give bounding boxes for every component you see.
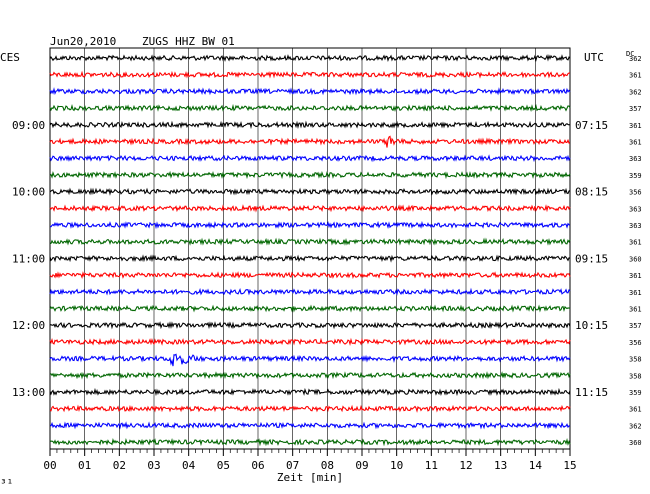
- x-tick-label: 14: [529, 459, 543, 472]
- x-tick-label: 10: [390, 459, 403, 472]
- right-hour-label: 08:15: [575, 186, 608, 199]
- dc-offset-label: 360: [629, 439, 642, 447]
- seismic-trace: [49, 204, 571, 213]
- trace-labels: 09:00 10:00 11:00 12:00 13:00 07:15 08:15 09:15…: [12, 55, 642, 447]
- right-hour-label: 10:15: [575, 319, 608, 332]
- right-hour-label: 07:15: [575, 119, 608, 132]
- left-hour-label: 13:00: [12, 386, 45, 399]
- left-hour-label: 10:00: [12, 186, 45, 199]
- x-axis-title: Zeit [min]: [277, 471, 343, 484]
- x-tick-label: 01: [78, 459, 91, 472]
- x-tick-label: 06: [251, 459, 264, 472]
- right-timezone-label: UTC: [584, 51, 604, 64]
- seismic-trace: [49, 371, 571, 380]
- x-tick-label: 08: [321, 459, 334, 472]
- seismic-trace: [49, 337, 571, 346]
- seismic-trace: [49, 353, 571, 367]
- x-tick-label: 12: [459, 459, 472, 472]
- right-hour-label: 11:15: [575, 386, 608, 399]
- seismic-trace: [49, 120, 571, 130]
- dc-offset-label: 362: [629, 88, 642, 96]
- dc-offset-label: 363: [629, 155, 642, 163]
- left-timezone-label: CES: [0, 51, 20, 64]
- seismic-trace: [49, 87, 571, 96]
- seismic-trace: [49, 135, 571, 148]
- dc-offset-label: 357: [629, 105, 642, 113]
- seismic-trace: [49, 437, 571, 447]
- seismic-trace: [49, 170, 571, 180]
- seismic-trace: [49, 54, 571, 63]
- seismic-trace: [49, 187, 571, 196]
- dc-offset-label: 361: [629, 289, 642, 297]
- dc-offset-label: 359: [629, 172, 642, 180]
- dc-offset-label: 362: [629, 55, 642, 63]
- seismic-trace: [49, 421, 571, 430]
- dc-offset-label: 361: [629, 406, 642, 414]
- chart-date: Jun20,2010: [50, 35, 116, 48]
- seismic-trace: [49, 304, 571, 313]
- seismic-trace: [49, 287, 571, 296]
- seismic-trace: [49, 154, 571, 163]
- dc-offset-label: 361: [629, 239, 642, 247]
- dc-offset-label: 361: [629, 272, 642, 280]
- trace-group: [49, 54, 571, 447]
- x-tick-label: 04: [182, 459, 196, 472]
- x-tick-label: 03: [147, 459, 160, 472]
- x-tick-label: 02: [113, 459, 126, 472]
- seismic-trace: [49, 103, 571, 113]
- dc-offset-label: 360: [629, 255, 642, 263]
- dc-offset-label: 357: [629, 322, 642, 330]
- plot-frame: [49, 47, 571, 450]
- left-hour-label: 12:00: [12, 319, 45, 332]
- dc-offset-label: 361: [629, 122, 642, 130]
- left-hour-label: 09:00: [12, 119, 45, 132]
- x-tick-label: 09: [355, 459, 368, 472]
- seismic-trace: [50, 220, 571, 230]
- dc-column-header: DC: [626, 50, 634, 58]
- x-tick-label: 13: [494, 459, 507, 472]
- x-tick-label: 00: [43, 459, 56, 472]
- chart-station: ZUGS HHZ BW 01: [142, 35, 235, 48]
- seismic-trace: [49, 321, 571, 330]
- seismic-trace: [49, 387, 571, 397]
- dc-offset-label: 359: [629, 389, 642, 397]
- dc-offset-label: 358: [629, 356, 642, 364]
- dc-offset-label: 363: [629, 222, 642, 230]
- plot-grid: [49, 47, 571, 450]
- seismic-trace: [49, 271, 571, 280]
- seismic-trace: [49, 237, 571, 246]
- x-axis: 00 01 02 03 04 05 06 07 08 09 10 11 12 13 14 15: [43, 449, 577, 472]
- dc-offset-label: 356: [629, 189, 642, 197]
- seismic-trace: [49, 70, 571, 79]
- dc-offset-label: 358: [629, 372, 642, 380]
- x-tick-label: 05: [217, 459, 230, 472]
- dc-offset-label: 361: [629, 139, 642, 147]
- dc-offset-label: 356: [629, 339, 642, 347]
- left-hour-label: 11:00: [12, 252, 45, 265]
- right-hour-label: 09:15: [575, 252, 608, 265]
- dc-offset-label: 361: [629, 72, 642, 80]
- x-tick-label: 15: [563, 459, 576, 472]
- x-tick-label: 11: [425, 459, 438, 472]
- seismic-trace: [49, 404, 571, 413]
- dc-offset-label: 362: [629, 422, 642, 430]
- dc-offset-label: 363: [629, 205, 642, 213]
- x-tick-label: 07: [286, 459, 299, 472]
- dc-offset-label: 361: [629, 306, 642, 314]
- corner-mark: ³¹: [0, 477, 13, 490]
- seismic-trace: [49, 254, 571, 263]
